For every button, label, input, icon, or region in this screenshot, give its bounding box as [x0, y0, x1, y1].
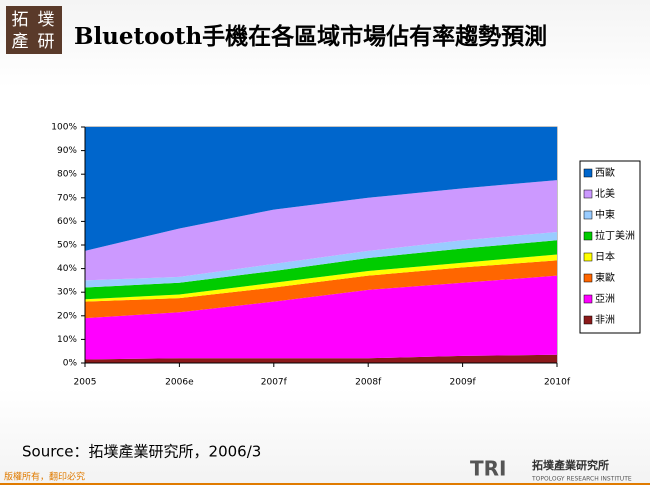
legend-swatch [583, 189, 593, 199]
brand-name: 拓墣產業研究所 [532, 458, 609, 472]
footer: 版權所有，翻印必究 [4, 471, 85, 483]
legend-label: 亞洲 [595, 293, 615, 305]
area [85, 180, 557, 281]
area [85, 260, 557, 319]
legend-label: 非洲 [595, 314, 615, 326]
y-tick-label: 80% [57, 170, 77, 180]
legend-label: 北美 [595, 187, 615, 200]
y-tick-label: 20% [57, 311, 77, 321]
logo-char: 產 [12, 32, 29, 52]
y-tick-label: 90% [57, 146, 77, 156]
y-tick-label: 60% [57, 217, 77, 227]
brand: TRI [470, 457, 506, 481]
legend-label: 西歐 [595, 166, 615, 179]
chart-title: Bluetooth手機在各區域市場佔有率趨勢預測 [74, 23, 547, 50]
area [85, 275, 557, 360]
legend-swatch [583, 231, 593, 241]
logo-box [6, 6, 62, 54]
legend-swatch [583, 168, 593, 178]
y-tick-label: 100% [51, 123, 77, 133]
legend-swatch [583, 315, 593, 325]
area [85, 127, 557, 251]
x-tick-label: 2008f [355, 378, 382, 388]
y-tick-label: 0% [63, 359, 78, 369]
logo-char: 拓 [12, 10, 29, 30]
legend-label: 日本 [595, 250, 615, 263]
x-tick-label: 2010f [544, 378, 571, 388]
legend-box [579, 160, 641, 334]
x-tick-label: 2005 [74, 378, 97, 388]
y-tick-label: 70% [57, 193, 77, 203]
legend-swatch [583, 210, 593, 220]
logo-char: 研 [38, 32, 55, 52]
brand-sub: TOPOLOGY RESEARCH INSTITUTE [531, 476, 632, 483]
y-tick-label: 30% [57, 288, 77, 298]
y-tick-label: 10% [57, 335, 77, 345]
area [85, 240, 557, 300]
area [85, 354, 557, 363]
source: Source：拓墣產業研究所，2006/3 [22, 443, 261, 461]
legend-label: 東歐 [595, 271, 615, 284]
legend-label: 拉丁美洲 [595, 229, 635, 242]
legend-label: 中東 [595, 208, 615, 221]
logo-char: 墣 [38, 10, 55, 30]
x-tick-label: 2009f [450, 378, 477, 388]
legend-swatch [583, 294, 593, 304]
y-tick-label: 50% [57, 241, 77, 251]
legend-swatch [583, 252, 593, 262]
x-tick-label: 2006e [165, 378, 194, 388]
y-tick-label: 40% [57, 264, 77, 274]
x-tick-label: 2007f [261, 378, 288, 388]
area [85, 254, 557, 302]
area [85, 232, 557, 288]
legend-swatch [583, 273, 593, 283]
